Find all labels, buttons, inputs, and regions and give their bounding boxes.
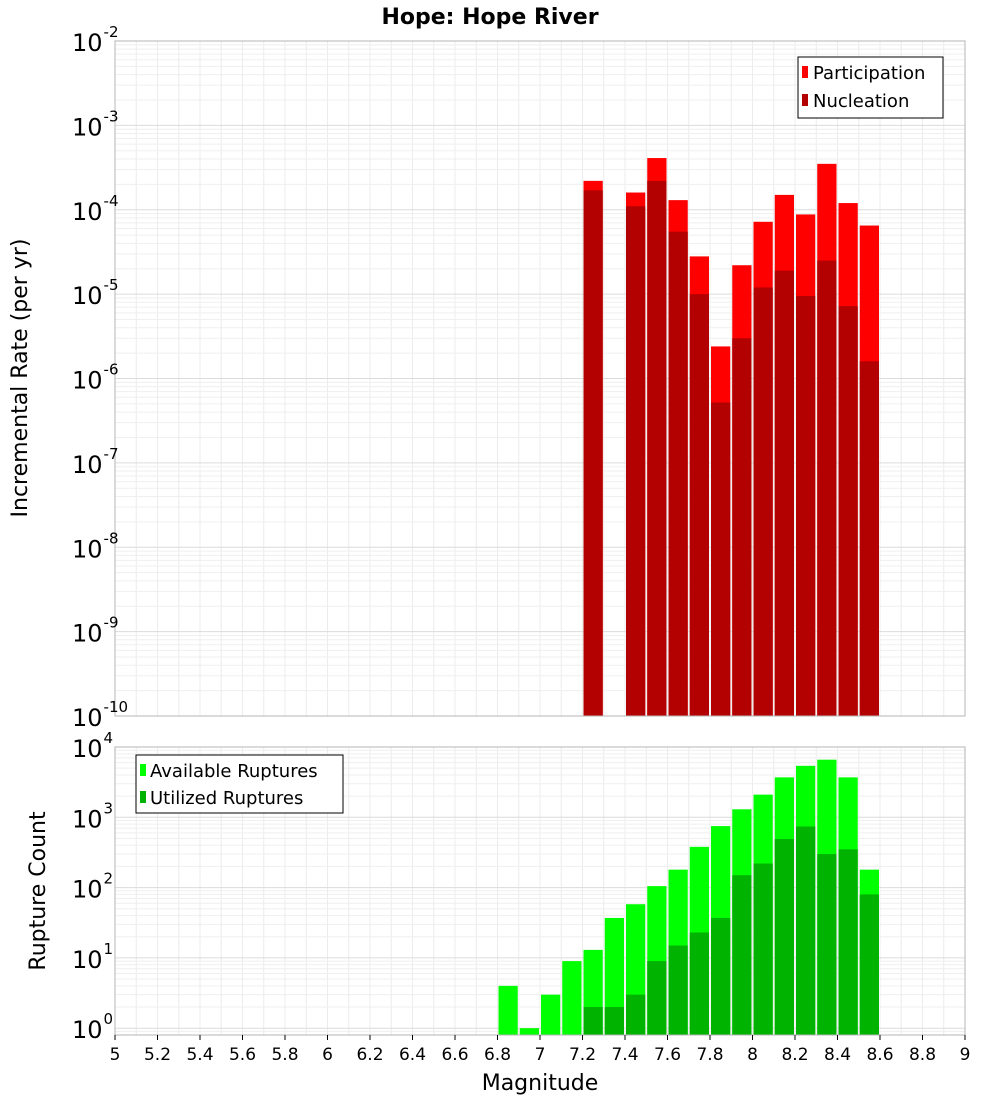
rate-legend: Participation Nucleation (797, 56, 944, 119)
x-tick-label: 8 (747, 1045, 758, 1065)
utilized-swatch (140, 791, 146, 803)
count-y-tick-label: 103 (72, 799, 113, 833)
count-bar-b (711, 917, 731, 1035)
rate-bar-b (711, 402, 731, 716)
x-tick-label: 5 (110, 1045, 121, 1065)
rate-y-tick-label: 10-2 (72, 23, 119, 57)
count-bar-b (647, 961, 667, 1035)
x-tick-label: 5.8 (271, 1045, 298, 1065)
count-bar-a (541, 994, 561, 1035)
rate-y-tick-label: 10-7 (72, 445, 119, 479)
rate-y-tick-label: 10-4 (72, 192, 119, 226)
rate-bar-b (838, 306, 858, 716)
count-y-tick-label: 104 (72, 729, 113, 763)
x-tick-label: 8.2 (781, 1045, 808, 1065)
x-tick-label: 7.4 (611, 1045, 638, 1065)
nucleation-legend-label: Nucleation (813, 91, 909, 112)
rate-grid (114, 40, 966, 717)
count-bar-a (519, 1028, 539, 1035)
rate-bar-b (796, 296, 816, 716)
rate-legend-box (797, 56, 944, 119)
rate-bar-b (668, 231, 688, 716)
available-legend-label: Available Ruptures (150, 761, 318, 782)
x-tick-label: 9 (960, 1045, 971, 1065)
count-y-tick-label: 102 (72, 870, 113, 904)
count-y-tick-label: 100 (72, 1010, 113, 1044)
rate-y-tick-label: 10-8 (72, 529, 119, 563)
x-tick-label: 7 (535, 1045, 546, 1065)
chart-title: Hope: Hope River (381, 5, 598, 30)
count-legend: Available Ruptures Utilized Ruptures (135, 754, 344, 814)
rate-bar-b (689, 294, 709, 716)
rate-bar-b (753, 287, 773, 716)
rate-bar-b (626, 206, 646, 716)
rate-y-tick-label: 10-6 (72, 361, 119, 395)
count-y-ticks: 100 101 102 103 104 (72, 729, 113, 1044)
count-bar-b (796, 826, 816, 1035)
x-tick-label: 6.2 (356, 1045, 383, 1065)
count-bar-b (604, 1007, 624, 1035)
x-tick-label: 7.2 (569, 1045, 596, 1065)
rate-bar-b (732, 338, 752, 716)
count-bar-b (859, 894, 879, 1035)
count-bar-b (838, 849, 858, 1035)
rate-bar-b (817, 260, 837, 716)
count-bar-b (689, 932, 709, 1035)
rate-y-tick-label: 10-10 (72, 698, 128, 732)
nucleation-swatch (802, 94, 808, 106)
magnitude-x-ticks: 5 5.2 5.4 5.6 5.8 6 6.2 6.4 6.6 6.8 7 7.2 7.4 7.6 7.8 8… (110, 1035, 971, 1065)
count-bar-b (753, 863, 773, 1035)
x-tick-label: 5.2 (144, 1045, 171, 1065)
x-tick-label: 7.6 (654, 1045, 681, 1065)
rate-y-tick-label: 10-3 (72, 107, 119, 141)
x-tick-label: 8.4 (824, 1045, 851, 1065)
rate-panel: 10-10 10-9 10-8 10-7 10-6 10-5 10-4 10-3 10-2 In… (8, 23, 966, 732)
x-tick-label: 6 (322, 1045, 333, 1065)
x-tick-label: 5.6 (229, 1045, 256, 1065)
x-tick-label: 8.8 (909, 1045, 936, 1065)
count-bar-b (583, 1007, 603, 1035)
x-tick-label: 6.8 (484, 1045, 511, 1065)
available-swatch (140, 764, 146, 776)
rate-plot-border (114, 40, 966, 717)
x-tick-label: 5.4 (186, 1045, 213, 1065)
rate-bars (583, 158, 879, 717)
count-bar-a (498, 985, 518, 1035)
rate-bar-b (774, 270, 794, 716)
participation-swatch (802, 66, 808, 78)
count-bar-b (626, 994, 646, 1035)
rate-y-tick-label: 10-5 (72, 276, 119, 310)
x-tick-label: 7.8 (696, 1045, 723, 1065)
x-tick-label: 6.4 (399, 1045, 426, 1065)
count-y-axis-label: Rupture Count (26, 811, 51, 971)
count-bar-a (562, 961, 582, 1035)
rate-bar-b (859, 361, 879, 716)
count-bar-b (732, 875, 752, 1035)
x-tick-label: 8.6 (866, 1045, 893, 1065)
count-y-tick-label: 101 (72, 940, 113, 974)
participation-legend-label: Participation (813, 63, 925, 84)
rate-y-axis-label: Incremental Rate (per yr) (8, 239, 33, 518)
count-bar-b (817, 854, 837, 1035)
rate-bar-b (647, 180, 667, 716)
count-bar-b (774, 839, 794, 1035)
count-panel: 100 101 102 103 104 5 5.2 5.4 5.6 5.8 6 6.2 6.4 6.6 6… (26, 729, 970, 1096)
utilized-legend-label: Utilized Ruptures (150, 788, 303, 809)
rate-bar-b (583, 190, 603, 716)
x-axis-label: Magnitude (482, 1071, 599, 1096)
count-bar-a (604, 917, 624, 1035)
rate-y-tick-label: 10-9 (72, 614, 119, 648)
count-bar-b (668, 945, 688, 1035)
count-bars (498, 759, 879, 1035)
x-tick-label: 6.6 (441, 1045, 468, 1065)
count-legend-box (135, 754, 344, 814)
